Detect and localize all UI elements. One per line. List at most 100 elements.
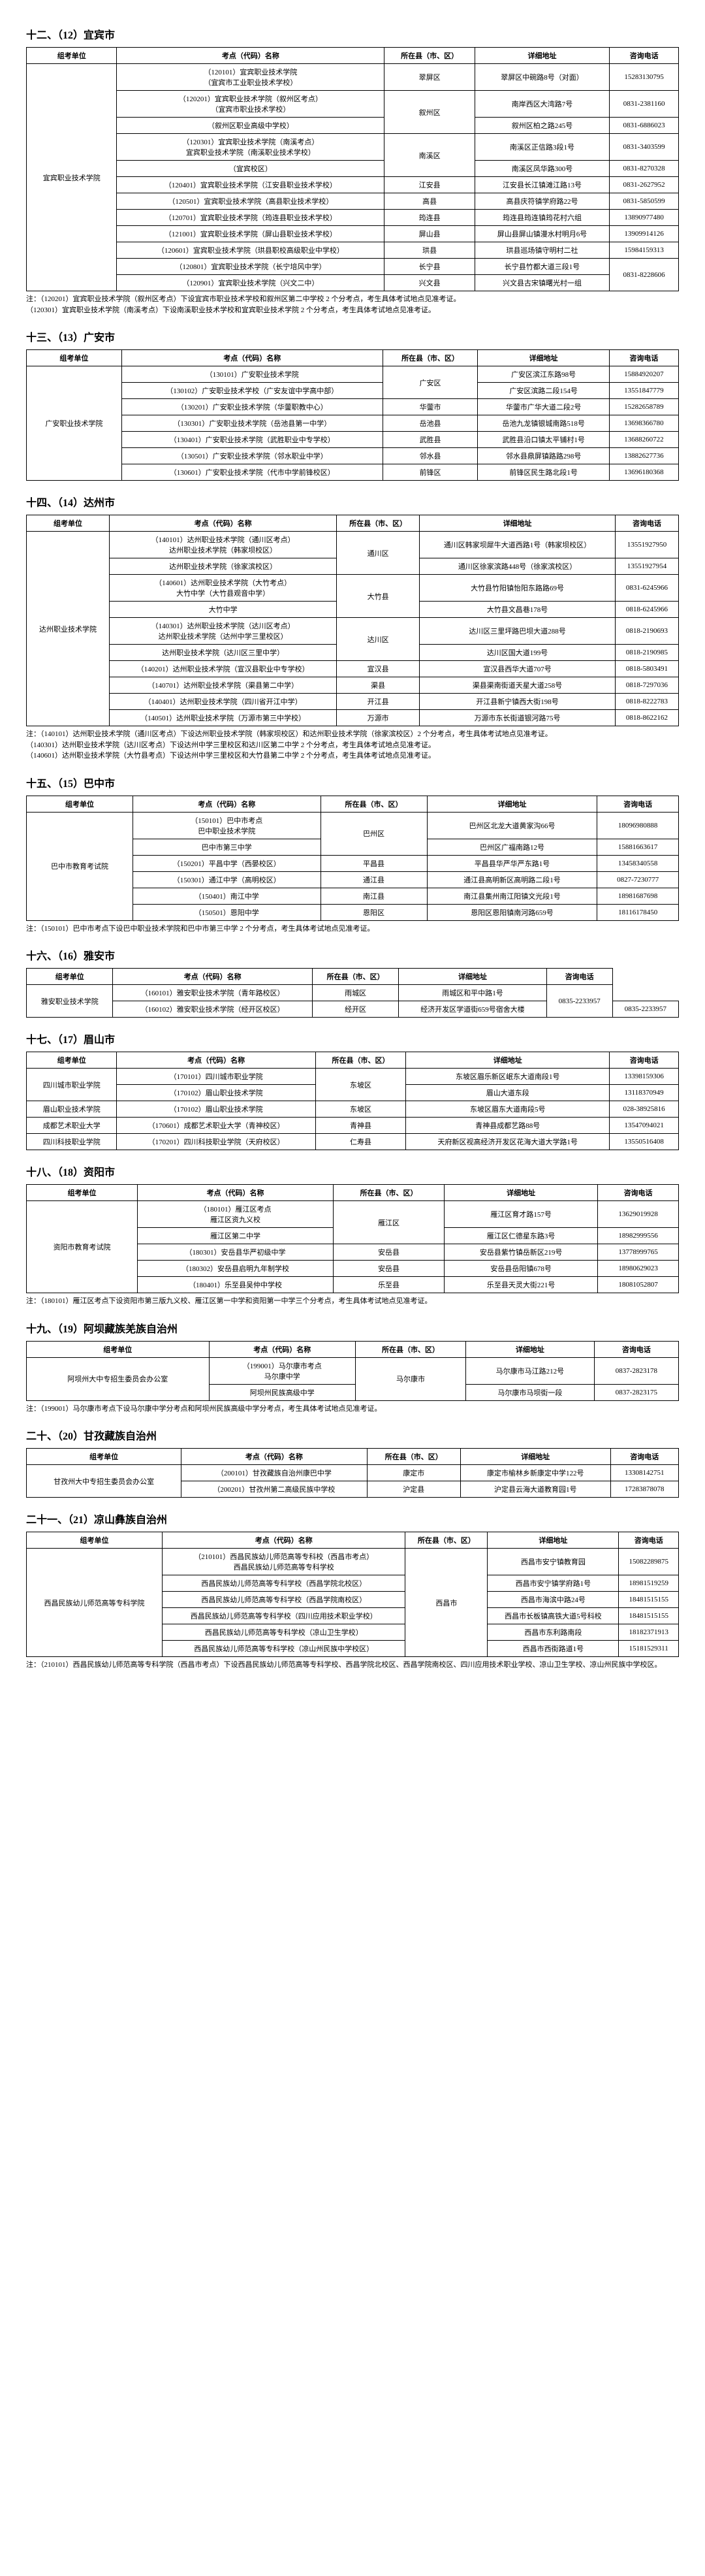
site-cell: （200201）甘孜州第二高级民族中学校	[181, 1481, 367, 1498]
addr-cell: 东坡区眉乐新区岷东大道南段1号	[406, 1069, 610, 1085]
loc-cell: 东坡区	[315, 1069, 405, 1101]
table-row: （120401）宜宾职业技术学院（江安县职业技术学校）江安县江安县长江镇滩江路1…	[27, 177, 679, 193]
org-cell: 甘孜州大中专招生委员会办公室	[27, 1465, 181, 1498]
addr-cell: 经济开发区学道街659号宿舍大楼	[399, 1001, 546, 1018]
addr-cell: 平昌县华严华严东路1号	[427, 855, 597, 871]
loc-cell: 开江县	[337, 694, 420, 710]
org-cell: 西昌民族幼儿师范高等专科学院	[27, 1549, 163, 1657]
addr-cell: 通川区韩家坝犀牛大道西路1号（韩家坝校区）	[420, 532, 616, 558]
site-cell: （121001）宜宾职业技术学院（屏山县职业技术学校）	[117, 226, 384, 242]
addr-cell: 开江县新宁镇西大街198号	[420, 694, 616, 710]
site-cell: （叙州区职业高级中学校）	[117, 118, 384, 134]
tel-cell: 18081052807	[598, 1277, 679, 1293]
table-header: 所在县（市、区）	[405, 1532, 488, 1549]
loc-cell: 邻水县	[383, 448, 478, 464]
org-cell: 成都艺术职业大学	[27, 1118, 117, 1134]
table-header: 组考单位	[27, 1052, 117, 1069]
addr-cell: 达川区三里坪路巴坝大道288号	[420, 618, 616, 645]
table-header: 咨询电话	[598, 1185, 679, 1201]
table-row: （120501）宜宾职业技术学院（高县职业技术学校）高县高县庆符镇学府路22号0…	[27, 193, 679, 210]
loc-cell: 宣汉县	[337, 661, 420, 677]
section-note: 注：（210101）西昌民族幼儿师范高等专科学院（西昌市考点）下设西昌民族幼儿师…	[26, 1660, 679, 1671]
table-row: 四川科技职业学院（170201）四川科技职业学院（天府校区）仁寿县天府新区视高经…	[27, 1134, 679, 1150]
loc-cell: 翠屏区	[384, 64, 475, 91]
tel-cell: 0831-6886023	[610, 118, 679, 134]
section-note: 注：（199001）马尔康市考点下设马尔康中学分考点和阿坝州民族高级中学分考点，…	[26, 1404, 679, 1415]
table-header: 详细地址	[466, 1341, 595, 1357]
section-title: 十八、（18）资阳市	[26, 1163, 679, 1179]
loc-cell: 高县	[384, 193, 475, 210]
addr-cell: 万源市东长街道银河路75号	[420, 710, 616, 726]
table-row: （120901）宜宾职业技术学院（兴文二中）兴文县兴文县古宋镇曙光村一组	[27, 275, 679, 291]
site-cell: （120601）宜宾职业技术学院（珙县职校高级职业中学校）	[117, 242, 384, 259]
loc-cell: 达川区	[337, 618, 420, 661]
site-cell: （130501）广安职业技术学院（邻水职业中学）	[121, 448, 383, 464]
table-header: 咨询电话	[615, 515, 678, 532]
addr-cell: 屏山县屏山镇漫水村明月6号	[475, 226, 609, 242]
org-cell: 宜宾职业技术学院	[27, 64, 117, 291]
site-cell: （140301）达州职业技术学院（达川区考点）达州职业技术学院（达州中学三里校区…	[109, 618, 336, 645]
tel-cell: 13551927954	[615, 558, 678, 575]
tel-cell: 0818-7297036	[615, 677, 678, 694]
tel-cell: 13398159306	[610, 1069, 679, 1085]
table-row: 资阳市教育考试院（180101）雁江区考点雁江区资九义校雁江区雁江区育才路157…	[27, 1201, 679, 1228]
loc-cell: 岳池县	[383, 415, 478, 432]
exam-table: 组考单位考点（代码）名称所在县（市、区）详细地址咨询电话四川城市职业学院（170…	[26, 1052, 679, 1150]
addr-cell: 青神县成都艺路88号	[406, 1118, 610, 1134]
tel-cell: 0831-8228606	[610, 259, 679, 291]
table-header: 咨询电话	[610, 1052, 679, 1069]
table-row: 四川城市职业学院（170101）四川城市职业学院东坡区东坡区眉乐新区岷东大道南段…	[27, 1069, 679, 1085]
table-row: （宜宾校区）南溪区凤华路300号0831-8270328	[27, 161, 679, 177]
tel-cell: 0831-5850599	[610, 193, 679, 210]
section-title: 十三、（13）广安市	[26, 329, 679, 344]
addr-cell: 筠连县筠连镇筠花村六组	[475, 210, 609, 226]
tel-cell: 15282658789	[609, 399, 678, 415]
section-title: 十四、（14）达州市	[26, 494, 679, 509]
tel-cell: 18116178450	[597, 904, 679, 920]
table-header: 考点（代码）名称	[138, 1185, 334, 1201]
site-cell: （120901）宜宾职业技术学院（兴文二中）	[117, 275, 384, 291]
table-row: 宜宾职业技术学院（120101）宜宾职业技术学院（宜宾市工业职业技术学校）翠屏区…	[27, 64, 679, 91]
site-cell: （130601）广安职业技术学院（代市中学前锋校区）	[121, 464, 383, 481]
loc-cell: 通川区	[337, 532, 420, 575]
loc-cell: 华蓥市	[383, 399, 478, 415]
tel-cell: 15082289875	[619, 1549, 679, 1575]
site-cell: 西昌民族幼儿师范高等专科学校（凉山卫生学校）	[163, 1624, 405, 1641]
loc-cell: 叙州区	[384, 91, 475, 134]
table-header: 详细地址	[478, 350, 609, 366]
addr-cell: 西昌市安宁镇学府路1号	[488, 1575, 619, 1592]
site-cell: 雁江区第二中学	[138, 1228, 334, 1244]
loc-cell: 屏山县	[384, 226, 475, 242]
site-cell: （180101）雁江区考点雁江区资九义校	[138, 1201, 334, 1228]
addr-cell: 乐至县天灵大街221号	[445, 1277, 598, 1293]
site-cell: （140701）达州职业技术学院（渠县第二中学）	[109, 677, 336, 694]
org-cell: 资阳市教育考试院	[27, 1201, 138, 1293]
section-title: 二十、（20）甘孜藏族自治州	[26, 1427, 679, 1443]
tel-cell: 13629019928	[598, 1201, 679, 1228]
tel-cell: 13308142751	[610, 1465, 678, 1481]
addr-cell: 兴文县古宋镇曙光村一组	[475, 275, 609, 291]
table-header: 组考单位	[27, 796, 133, 812]
loc-cell: 南江县	[321, 888, 427, 904]
table-row: （叙州区职业高级中学校）叙州区柏之路245号0831-6886023	[27, 118, 679, 134]
tel-cell: 0837-2823175	[594, 1384, 678, 1400]
loc-cell: 万源市	[337, 710, 420, 726]
site-cell: （120801）宜宾职业技术学院（长宁培风中学）	[117, 259, 384, 275]
table-header: 咨询电话	[597, 796, 679, 812]
addr-cell: 长宁县竹都大道三段1号	[475, 259, 609, 275]
loc-cell: 通江县	[321, 871, 427, 888]
exam-table: 组考单位考点（代码）名称所在县（市、区）详细地址咨询电话广安职业技术学院（130…	[26, 349, 679, 481]
table-row: 成都艺术职业大学（170601）成都艺术职业大学（青神校区）青神县青神县成都艺路…	[27, 1118, 679, 1134]
addr-cell: 沪定县云海大道教育园1号	[461, 1481, 611, 1498]
table-header: 考点（代码）名称	[109, 515, 336, 532]
tel-cell: 0831-8270328	[610, 161, 679, 177]
addr-cell: 武胜县沿口镇太平铺村1号	[478, 432, 609, 448]
site-cell: （130102）广安职业技术学校（广安友谊中学高中部）	[121, 383, 383, 399]
table-header: 详细地址	[488, 1532, 619, 1549]
org-cell: 四川城市职业学院	[27, 1069, 117, 1101]
tel-cell: 0831-3403599	[610, 134, 679, 161]
loc-cell: 长宁县	[384, 259, 475, 275]
table-row: 达州职业技术学院（140101）达州职业技术学院（通川区考点）达州职业技术学院（…	[27, 532, 679, 558]
addr-cell: 江安县长江镇滩江路13号	[475, 177, 609, 193]
site-cell: （130301）广安职业技术学院（岳池县第一中学）	[121, 415, 383, 432]
